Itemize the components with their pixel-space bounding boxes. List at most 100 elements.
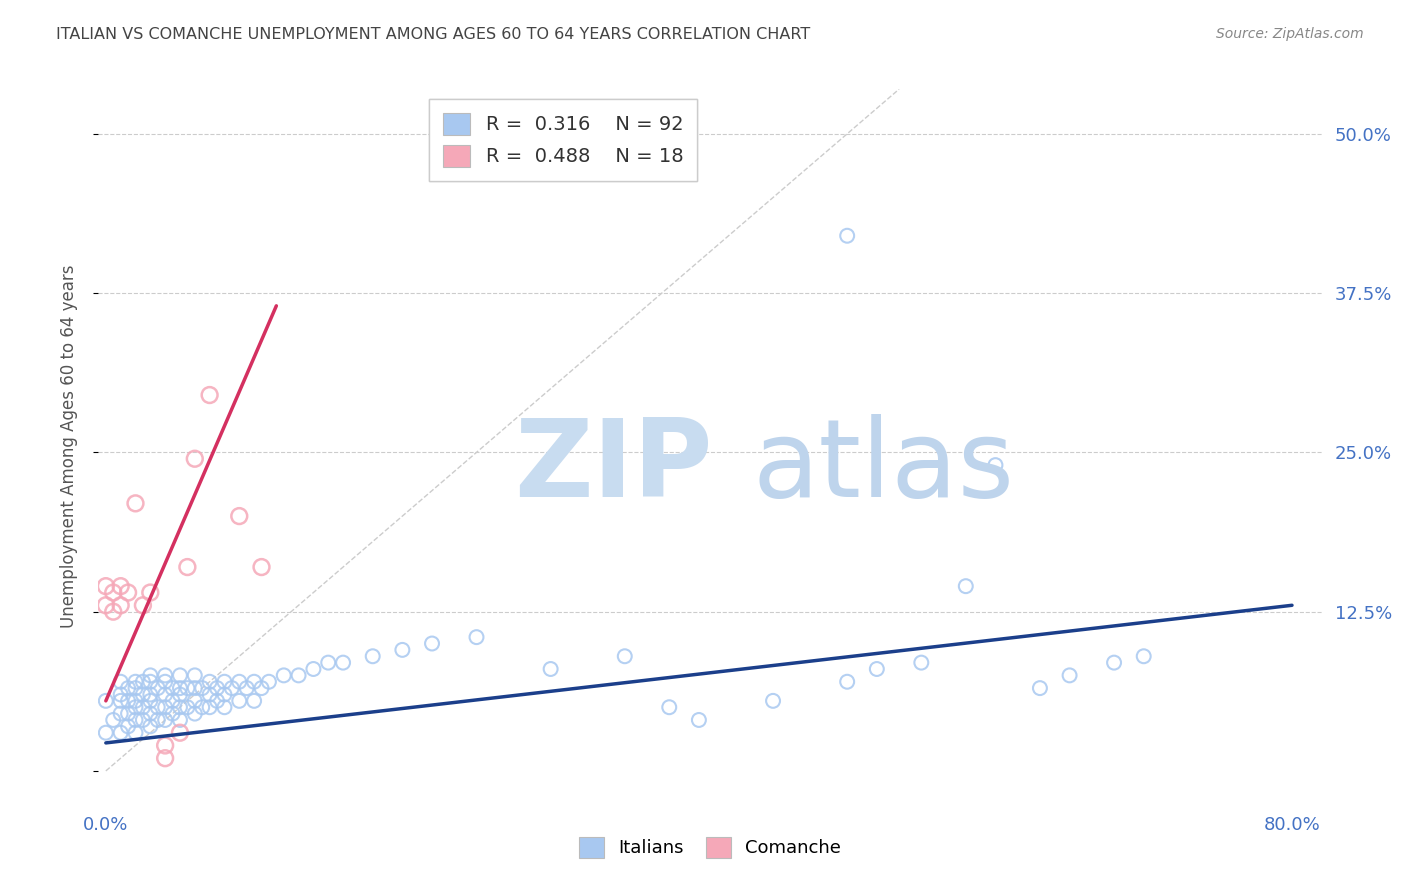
Point [176,560,198,574]
Point [146,713,169,727]
Point [866,662,889,676]
Point [146,681,169,695]
Point [205,694,228,708]
Point [139,668,162,682]
Point [110,579,132,593]
Point [117,681,139,695]
Point [124,674,146,689]
Point [110,694,132,708]
Point [139,674,162,689]
Point [613,649,636,664]
Point [103,713,125,727]
Point [332,656,354,670]
Y-axis label: Unemployment Among Ages 60 to 64 years: Unemployment Among Ages 60 to 64 years [59,264,77,628]
Legend: Italians, Comanche: Italians, Comanche [572,830,848,865]
Point [153,739,176,753]
Point [658,700,681,714]
Point [153,713,176,727]
Point [287,668,309,682]
Point [110,688,132,702]
Point [176,700,198,714]
Point [162,706,184,721]
Point [94,579,117,593]
Point [169,700,191,714]
Point [169,681,191,695]
Text: ITALIAN VS COMANCHE UNEMPLOYMENT AMONG AGES 60 TO 64 YEARS CORRELATION CHART: ITALIAN VS COMANCHE UNEMPLOYMENT AMONG A… [56,27,810,42]
Point [198,674,221,689]
Point [420,636,443,650]
Point [176,681,198,695]
Point [103,605,125,619]
Point [361,649,384,664]
Point [110,725,132,739]
Point [191,700,214,714]
Point [228,509,250,524]
Point [110,674,132,689]
Point [124,725,146,739]
Point [910,656,932,670]
Point [984,458,1007,472]
Point [1029,681,1052,695]
Point [124,700,146,714]
Point [184,694,207,708]
Point [139,694,162,708]
Point [169,688,191,702]
Point [243,674,266,689]
Point [169,668,191,682]
Point [110,706,132,721]
Point [124,681,146,695]
Point [169,725,191,739]
Point [391,643,413,657]
Point [139,706,162,721]
Point [153,700,176,714]
Point [153,668,176,682]
Point [1102,656,1125,670]
Point [205,681,228,695]
Point [132,688,155,702]
Point [117,706,139,721]
Point [117,694,139,708]
Point [214,688,236,702]
Point [94,694,117,708]
Point [302,662,325,676]
Point [139,585,162,599]
Point [124,713,146,727]
Point [132,700,155,714]
Point [465,630,488,644]
Point [132,599,155,613]
Point [132,713,155,727]
Point [250,681,273,695]
Point [191,681,214,695]
Point [228,674,250,689]
Text: Source: ZipAtlas.com: Source: ZipAtlas.com [1216,27,1364,41]
Point [103,585,125,599]
Point [94,599,117,613]
Text: atlas: atlas [752,415,1015,520]
Point [257,674,280,689]
Text: ZIP: ZIP [515,415,713,520]
Point [184,668,207,682]
Point [250,560,273,574]
Point [243,694,266,708]
Point [316,656,339,670]
Point [837,228,859,243]
Point [169,713,191,727]
Point [273,668,295,682]
Point [117,719,139,733]
Point [146,700,169,714]
Point [117,585,139,599]
Point [837,674,859,689]
Point [688,713,710,727]
Point [762,694,785,708]
Point [94,725,117,739]
Point [184,681,207,695]
Point [153,751,176,765]
Point [110,599,132,613]
Point [198,388,221,402]
Point [162,694,184,708]
Point [198,700,221,714]
Point [153,688,176,702]
Point [162,681,184,695]
Point [132,674,155,689]
Point [221,681,243,695]
